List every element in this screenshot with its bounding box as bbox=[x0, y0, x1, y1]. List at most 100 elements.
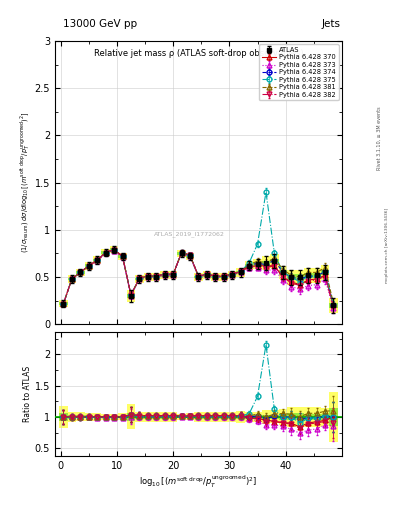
Bar bbox=[93, 413, 101, 420]
Bar bbox=[186, 416, 194, 418]
Bar bbox=[76, 269, 84, 276]
Bar bbox=[304, 272, 312, 278]
Bar bbox=[253, 415, 262, 419]
Bar bbox=[253, 412, 262, 422]
Bar bbox=[321, 265, 329, 280]
Bar bbox=[312, 268, 321, 283]
Bar bbox=[84, 265, 93, 267]
Bar bbox=[262, 261, 270, 265]
Bar bbox=[228, 271, 237, 279]
Y-axis label: Ratio to ATLAS: Ratio to ATLAS bbox=[23, 366, 32, 422]
Bar bbox=[287, 269, 296, 285]
Bar bbox=[68, 275, 76, 283]
Bar bbox=[152, 412, 160, 422]
Text: 13000 GeV pp: 13000 GeV pp bbox=[63, 18, 137, 29]
Bar bbox=[84, 413, 93, 421]
Bar bbox=[237, 268, 245, 277]
Bar bbox=[287, 407, 296, 427]
Bar bbox=[84, 416, 93, 418]
Bar bbox=[59, 300, 68, 307]
Bar bbox=[118, 413, 127, 420]
Bar bbox=[245, 415, 253, 419]
Bar bbox=[321, 270, 329, 275]
Bar bbox=[312, 407, 321, 426]
Bar bbox=[101, 249, 110, 257]
Bar bbox=[211, 412, 220, 422]
Bar bbox=[194, 412, 203, 422]
Bar bbox=[245, 412, 253, 422]
Bar bbox=[143, 412, 152, 422]
Text: Jets: Jets bbox=[321, 18, 340, 29]
Bar bbox=[118, 252, 127, 260]
Bar bbox=[76, 412, 84, 421]
Bar bbox=[93, 259, 101, 262]
Text: Relative jet mass ρ (ATLAS soft-drop observables): Relative jet mass ρ (ATLAS soft-drop obs… bbox=[94, 50, 303, 58]
Bar bbox=[135, 412, 143, 422]
Bar bbox=[135, 275, 143, 283]
Bar bbox=[287, 413, 296, 420]
Bar bbox=[177, 252, 186, 255]
Bar bbox=[143, 276, 152, 279]
Bar bbox=[186, 255, 194, 258]
Bar bbox=[329, 408, 338, 425]
Bar bbox=[160, 274, 169, 276]
Bar bbox=[220, 412, 228, 422]
Bar bbox=[101, 251, 110, 254]
Legend: ATLAS, Pythia 6.428 370, Pythia 6.428 373, Pythia 6.428 374, Pythia 6.428 375, P: ATLAS, Pythia 6.428 370, Pythia 6.428 37… bbox=[259, 45, 339, 100]
Bar bbox=[59, 413, 68, 421]
Bar bbox=[110, 246, 118, 253]
Bar bbox=[211, 276, 220, 279]
Bar bbox=[304, 414, 312, 420]
Bar bbox=[228, 274, 237, 276]
Bar bbox=[237, 415, 245, 419]
Bar bbox=[186, 413, 194, 420]
Bar bbox=[93, 416, 101, 418]
Bar bbox=[152, 276, 160, 279]
Bar bbox=[160, 271, 169, 279]
Bar bbox=[270, 254, 279, 268]
Bar bbox=[76, 415, 84, 418]
Bar bbox=[312, 414, 321, 420]
Bar bbox=[169, 415, 177, 419]
Bar bbox=[68, 412, 76, 422]
Bar bbox=[169, 271, 177, 279]
Bar bbox=[262, 257, 270, 269]
Bar bbox=[211, 273, 220, 281]
Y-axis label: $(1/\sigma_{\mathrm{resum}})$ $d\sigma/d\log_{10}[(m^{\mathrm{soft\ drop}}/p_T^{: $(1/\sigma_{\mathrm{resum}})$ $d\sigma/d… bbox=[18, 112, 32, 253]
Bar bbox=[220, 415, 228, 419]
Bar bbox=[220, 276, 228, 279]
Bar bbox=[59, 406, 68, 428]
Bar bbox=[160, 415, 169, 419]
Text: ATLAS_2019_I1772062: ATLAS_2019_I1772062 bbox=[154, 231, 225, 237]
Bar bbox=[321, 408, 329, 426]
Bar bbox=[118, 416, 127, 418]
Bar bbox=[152, 415, 160, 419]
Bar bbox=[135, 278, 143, 281]
Bar bbox=[237, 271, 245, 274]
Bar bbox=[177, 416, 186, 418]
Bar bbox=[228, 415, 237, 419]
Bar bbox=[245, 264, 253, 267]
Bar bbox=[110, 416, 118, 418]
Bar bbox=[68, 415, 76, 419]
Bar bbox=[93, 257, 101, 264]
Bar bbox=[84, 262, 93, 269]
Bar bbox=[296, 413, 304, 420]
Bar bbox=[169, 274, 177, 276]
Bar bbox=[194, 276, 203, 279]
Bar bbox=[296, 274, 304, 280]
Bar bbox=[160, 412, 169, 422]
Text: Rivet 3.1.10, ≥ 3M events: Rivet 3.1.10, ≥ 3M events bbox=[377, 106, 382, 170]
Bar bbox=[118, 255, 127, 258]
Bar bbox=[279, 409, 287, 425]
Bar bbox=[186, 252, 194, 260]
Text: mcplots.cern.ch [arXiv:1306.3436]: mcplots.cern.ch [arXiv:1306.3436] bbox=[385, 208, 389, 283]
Bar bbox=[194, 415, 203, 419]
Bar bbox=[203, 274, 211, 276]
Bar bbox=[59, 302, 68, 305]
Bar bbox=[304, 268, 312, 283]
Bar bbox=[228, 412, 237, 422]
Bar bbox=[143, 415, 152, 419]
Bar bbox=[76, 271, 84, 274]
Bar bbox=[135, 415, 143, 419]
